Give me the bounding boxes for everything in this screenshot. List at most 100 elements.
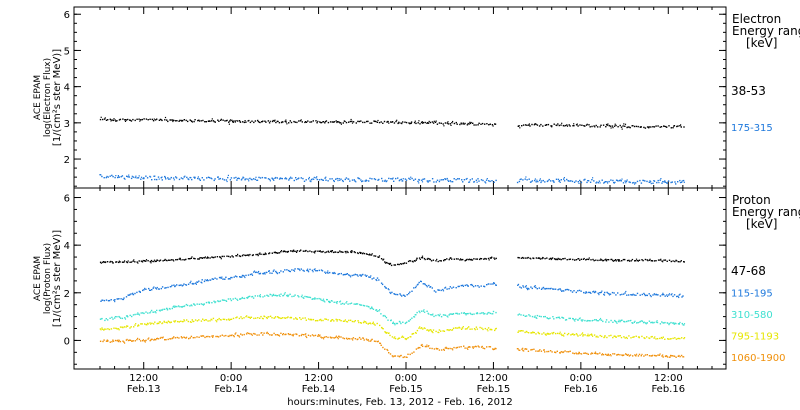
data-point (220, 277, 222, 279)
data-point (588, 257, 590, 259)
data-point (311, 178, 313, 180)
data-point (528, 288, 530, 290)
data-point (326, 299, 328, 301)
data-point (563, 317, 565, 319)
data-point (336, 121, 338, 124)
data-point (359, 304, 362, 306)
data-point (178, 306, 180, 308)
data-point (422, 310, 424, 312)
data-point (137, 262, 139, 264)
data-point (192, 303, 195, 305)
data-point (468, 181, 470, 183)
data-point (663, 181, 665, 183)
data-point (219, 256, 221, 258)
data-point (433, 120, 435, 122)
data-point (307, 270, 309, 272)
data-point (276, 252, 278, 254)
data-point (622, 258, 625, 261)
data-point (127, 294, 129, 296)
data-point (653, 126, 656, 128)
data-point (362, 337, 364, 339)
data-point (575, 291, 577, 294)
data-point (648, 355, 651, 357)
data-point (288, 294, 290, 296)
data-point (322, 179, 324, 181)
data-point (332, 272, 335, 275)
data-point (185, 284, 188, 286)
data-point (615, 179, 618, 181)
data-point (369, 254, 371, 256)
data-point (137, 312, 139, 314)
data-point (160, 119, 162, 121)
data-point (140, 340, 142, 342)
data-point (391, 121, 393, 123)
data-point (143, 312, 145, 315)
data-point (682, 324, 684, 326)
data-point (325, 318, 327, 320)
data-point (475, 312, 478, 315)
data-point (462, 122, 464, 124)
data-point (340, 123, 342, 125)
data-point (414, 286, 417, 289)
data-point (378, 255, 381, 257)
data-point (130, 339, 132, 341)
data-point (639, 179, 641, 182)
data-point (207, 120, 210, 122)
data-point (580, 353, 583, 355)
data-point (580, 258, 583, 260)
data-point (653, 337, 655, 339)
data-point (337, 180, 339, 182)
data-point (366, 120, 368, 123)
data-point (373, 340, 376, 342)
data-point (249, 316, 251, 319)
data-point (211, 302, 213, 304)
data-point (278, 334, 280, 336)
data-point (603, 336, 605, 339)
data-point (435, 314, 437, 317)
data-point (487, 283, 489, 285)
data-point (662, 356, 664, 358)
data-point (476, 328, 478, 330)
data-point (408, 320, 410, 322)
data-point (589, 126, 591, 128)
data-point (593, 259, 595, 262)
data-point (585, 259, 587, 261)
series-795-1193 (99, 315, 686, 341)
data-point (419, 179, 421, 181)
data-point (350, 302, 353, 304)
data-point (467, 346, 470, 348)
data-point (525, 330, 528, 333)
data-point (459, 259, 461, 261)
data-point (591, 179, 593, 181)
data-point (533, 332, 535, 334)
data-point (463, 312, 465, 314)
data-point (680, 354, 683, 357)
data-point (606, 354, 608, 356)
data-point (285, 177, 287, 179)
data-point (159, 259, 162, 261)
data-point (249, 317, 251, 319)
data-point (587, 180, 589, 182)
data-point (284, 120, 286, 123)
data-point (304, 250, 306, 252)
data-point (231, 276, 233, 279)
data-point (546, 180, 549, 183)
data-point (225, 120, 228, 122)
data-point (239, 255, 242, 258)
data-point (476, 312, 479, 315)
data-point (530, 258, 532, 260)
data-point (386, 331, 388, 334)
data-point (198, 319, 200, 321)
data-point (606, 181, 608, 183)
data-point (415, 259, 417, 261)
data-point (301, 333, 303, 335)
data-point (271, 317, 273, 319)
data-point (586, 181, 588, 184)
data-point (232, 298, 234, 300)
data-point (541, 257, 543, 260)
data-point (191, 121, 193, 123)
data-point (402, 178, 404, 180)
data-point (482, 179, 484, 182)
data-point (670, 321, 672, 324)
data-point (158, 321, 160, 323)
